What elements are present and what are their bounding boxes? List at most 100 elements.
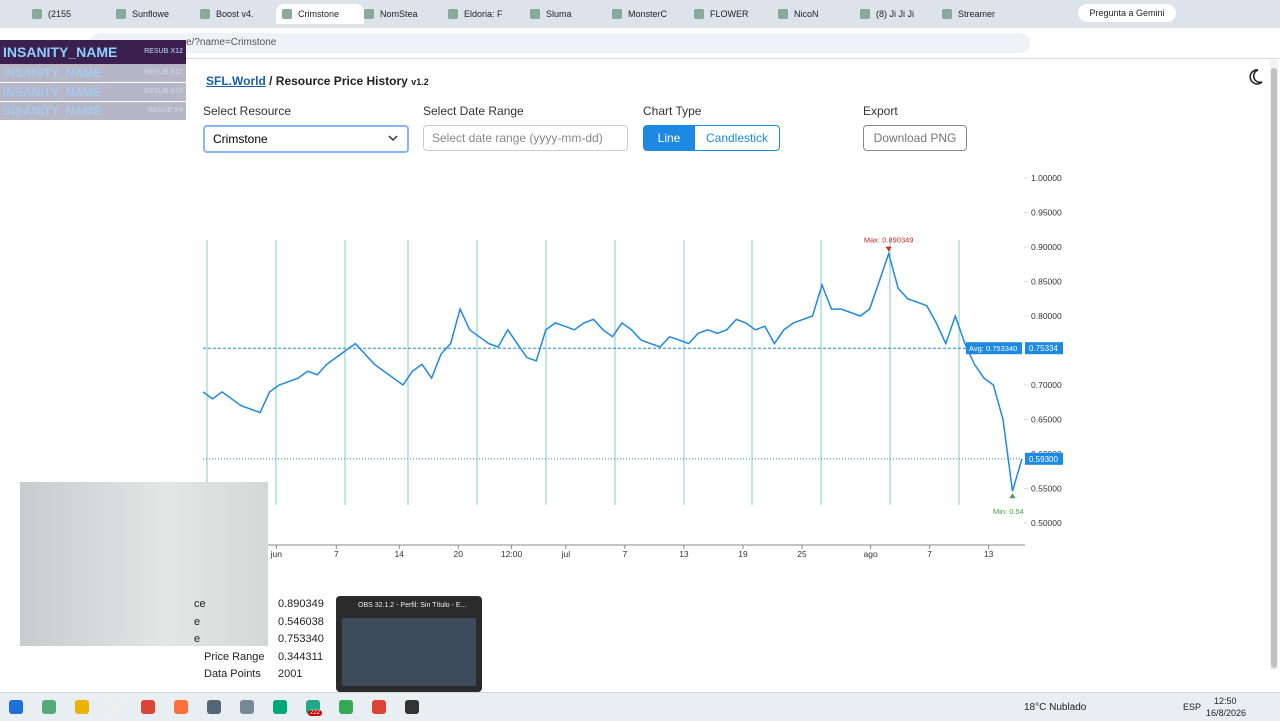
overlay-badge: RESUB X12 [144,48,183,55]
date-label: Select Date Range [423,104,524,118]
last-badge-bg [1025,452,1063,465]
taskbar-icon[interactable] [75,700,89,714]
overlay-badge: RESUB X12 [144,69,183,76]
stat-value: 0.344311 [278,650,324,663]
browser-tab[interactable]: Sluma [524,4,602,24]
stat-label: Data Points [204,668,261,680]
stat-value: 2001 [278,668,303,680]
webcam-overlay [20,482,268,646]
overlay-row: INSANITY_NAME RESUB X10 [0,83,186,101]
gemini-button[interactable]: Pregunta a Gemini [1078,4,1176,22]
taskbar-icon[interactable] [9,700,23,714]
obs-title: OBS 32.1.2 - Perfil: Sin Título - E... [358,602,467,609]
stat-label: Price Range [204,650,265,663]
taskbar-icon[interactable] [141,700,155,714]
last-badge: 0.59300 [1029,455,1058,464]
y-tick-label: 0.65000 [1031,415,1062,425]
browser-tab[interactable]: Streamer [936,4,1014,24]
y-tick-label: 0.70000 [1031,380,1062,390]
y-tick-label: 0.80000 [1031,311,1062,321]
scrollbar[interactable] [1270,60,1278,670]
taskbar-icon[interactable] [174,700,188,714]
weather[interactable]: 18°C Nublado [1024,702,1087,713]
week-markers [206,240,960,505]
taskbar-icon[interactable] [405,700,419,714]
x-tick-label: 20 [453,549,463,559]
line-button[interactable]: Line [643,125,695,151]
y-tick-label: 0.75000 [1031,346,1062,356]
page-title: / Resource Price History [265,74,408,88]
browser-tab[interactable]: Crimstone [276,4,364,24]
taskbar-icon[interactable] [42,700,56,714]
stat-label: e [194,633,201,645]
browser-tab[interactable]: MonsterC [606,4,684,24]
y-tick-label: 0.85000 [1031,277,1062,287]
overlay-row: INSANITY_NAME RESUB X12 [0,64,186,82]
language[interactable]: ESP [1183,702,1202,712]
min-label: Min: 0.54 [993,507,1024,516]
overlay-badge: RESUB X8 [147,107,183,114]
obs-preview[interactable] [336,596,482,692]
x-tick-label: 13 [984,549,994,559]
browser-tab[interactable]: NomStea [358,4,436,24]
version: v1.2 [411,77,429,87]
date-input[interactable]: Select date range (yyyy-mm-dd) [423,125,628,151]
max-label: Max: 0.890349 [864,236,914,245]
stat-value: 0.890349 [278,598,324,610]
taskbar-icon[interactable] [273,700,287,714]
taskbar-icon[interactable] [372,700,386,714]
average-label: Avg: 0.753340 [969,344,1017,353]
stat-value: 0.753340 [278,633,324,645]
url-field[interactable]: e/?name=Crimstone [90,33,1030,53]
x-tick-label: 14 [394,549,404,559]
y-tick-label: 0.95000 [1031,208,1062,218]
clock-time[interactable]: 12:50 [1214,696,1237,706]
site-link[interactable]: SFL.World [206,74,266,88]
taskbar-icon[interactable] [108,700,122,714]
price-line [202,251,1023,492]
resource-select[interactable]: Crimstone [203,125,409,153]
browser-tab[interactable]: Eldoria: F [442,4,520,24]
download-button[interactable]: Download PNG [863,125,967,151]
x-tick-label: 19 [738,549,748,559]
y-tick-label: 0.55000 [1031,484,1062,494]
taskbar-icon[interactable] [339,700,353,714]
browser-tab[interactable]: NicoN [772,4,850,24]
scroll-thumb[interactable] [1271,68,1277,668]
y-tick-label: 0.50000 [1031,518,1062,528]
dark-mode-toggle[interactable] [1246,68,1264,86]
page-header: SFL.World / Resource Price History v1.2 [206,74,429,88]
x-tick-label: 7 [334,549,339,559]
chart-type-label: Chart Type [643,104,702,118]
y-tick-label: 1.00000 [1031,173,1062,183]
x-tick-label: jul [561,549,571,559]
taskbar-icon[interactable] [207,700,221,714]
export-label: Export [863,104,898,118]
clock-date[interactable]: 16/8/2026 [1206,708,1247,718]
browser-tab[interactable]: (2155 [26,4,104,24]
stat-label: ce [194,598,206,610]
browser-tab[interactable]: (8) Ji Ji Ji [854,4,932,24]
tab-bar: (2155 Sunflowe Boost v4. Crimstone NomStea El… [0,0,1280,28]
x-tick-label: ago [863,549,877,559]
taskbar [0,692,1280,721]
stream-overlay: INSANITY_NAME RESUB X12 INSANITY_NAME RESUB… [0,40,186,124]
x-tick-label: 25 [797,549,807,559]
min-marker [1009,493,1016,499]
x-tick-label: jun [270,549,283,559]
resource-label: Select Resource [203,104,292,118]
x-tick-label: 12:00 [501,549,523,559]
taskbar-icon[interactable] [240,700,254,714]
taskbar-badge: 222 [308,710,323,716]
average-badge: 0.75334 [1029,344,1058,353]
browser-tab[interactable]: Boost v4. [194,4,272,24]
y-tick-label: 0.60000 [1031,449,1062,459]
max-marker [885,246,892,252]
browser-tab[interactable]: FLOWER [688,4,766,24]
x-tick-label: 7 [623,549,628,559]
browser-tab[interactable]: Sunflowe [110,4,188,24]
candlestick-button[interactable]: Candlestick [694,125,780,151]
select-chevron [388,135,398,142]
overlay-row: INSANITY_NAME RESUB X12 [0,40,186,64]
